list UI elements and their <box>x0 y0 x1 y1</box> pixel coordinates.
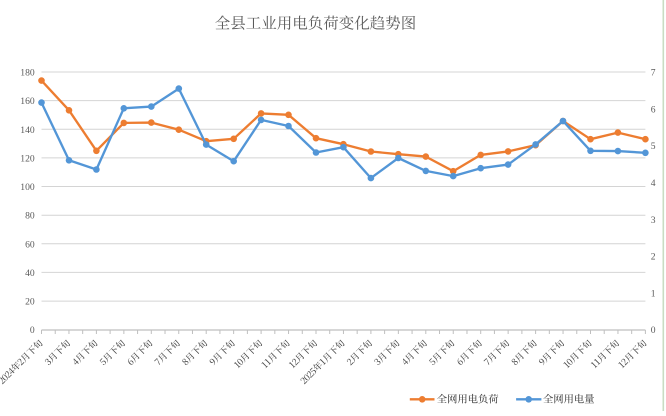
svg-text:100: 100 <box>20 182 35 193</box>
svg-text:7: 7 <box>651 68 656 79</box>
svg-text:0: 0 <box>651 325 656 336</box>
svg-text:5: 5 <box>651 141 656 152</box>
svg-text:6: 6 <box>651 104 656 115</box>
svg-text:40: 40 <box>25 268 35 279</box>
svg-text:3: 3 <box>651 215 656 226</box>
svg-text:60: 60 <box>25 239 35 250</box>
svg-text:80: 80 <box>25 211 35 222</box>
svg-text:120: 120 <box>20 153 35 164</box>
svg-text:4: 4 <box>651 178 656 189</box>
svg-text:140: 140 <box>20 125 35 136</box>
svg-text:180: 180 <box>20 68 35 79</box>
svg-text:20: 20 <box>25 297 35 308</box>
svg-text:1: 1 <box>651 288 656 299</box>
svg-text:0: 0 <box>30 325 35 336</box>
svg-text:160: 160 <box>20 96 35 107</box>
svg-text:2: 2 <box>651 252 656 263</box>
